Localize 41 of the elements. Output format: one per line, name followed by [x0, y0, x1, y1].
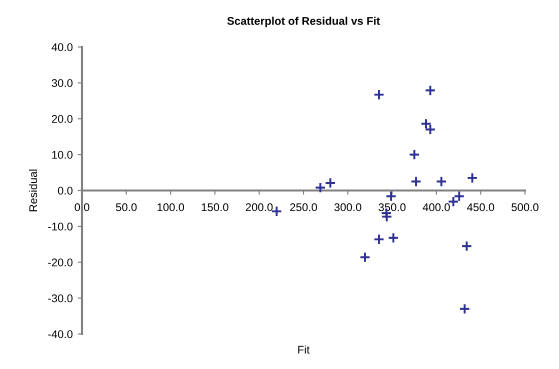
- point: [381, 211, 392, 222]
- x-tick-label: 450.0: [467, 203, 494, 212]
- point: [420, 118, 432, 130]
- point: [314, 182, 326, 194]
- y-axis-title: Residual: [28, 170, 38, 212]
- x-tick-label: 350.0: [378, 203, 406, 212]
- point: [271, 206, 282, 217]
- point: [385, 190, 397, 202]
- point: [424, 84, 436, 96]
- x-tick-label: 200.0: [246, 203, 273, 212]
- y-tick-label: 40.0: [52, 43, 73, 52]
- x-tick-label: 100.0: [158, 203, 184, 212]
- point: [373, 89, 385, 100]
- point: [373, 234, 385, 245]
- point: [424, 124, 436, 136]
- x-tick-label: 150.0: [202, 203, 228, 212]
- y-tick-label: 30.0: [52, 79, 73, 88]
- x-tick-label: 0.0: [74, 203, 90, 212]
- point: [359, 252, 371, 263]
- point: [410, 176, 422, 188]
- x-tick-label: 250.0: [290, 203, 317, 212]
- y-tick-label: -40.0: [48, 330, 73, 338]
- point: [461, 240, 472, 252]
- y-tick-label: -20.0: [48, 258, 73, 266]
- y-tick-label: -30.0: [48, 294, 73, 302]
- y-tick-label: -10.0: [48, 222, 73, 231]
- y-tick-label: 20.0: [52, 115, 73, 123]
- x-tick-label: 500.0: [512, 203, 538, 212]
- point: [388, 232, 399, 244]
- y-tick-label: 10.0: [52, 150, 73, 159]
- point: [459, 303, 470, 315]
- point: [466, 172, 478, 184]
- y-tick-label: 0.0: [58, 186, 73, 195]
- point: [324, 177, 336, 189]
- x-axis-title: Fit: [298, 345, 310, 354]
- x-tick-label: 50.0: [116, 203, 137, 212]
- x-tick-label: 300.0: [334, 203, 362, 212]
- chart-title: Scatterplot of Residual vs Fit: [227, 16, 380, 28]
- point: [436, 176, 447, 188]
- x-tick-label: 400.0: [422, 203, 450, 212]
- point: [408, 148, 420, 160]
